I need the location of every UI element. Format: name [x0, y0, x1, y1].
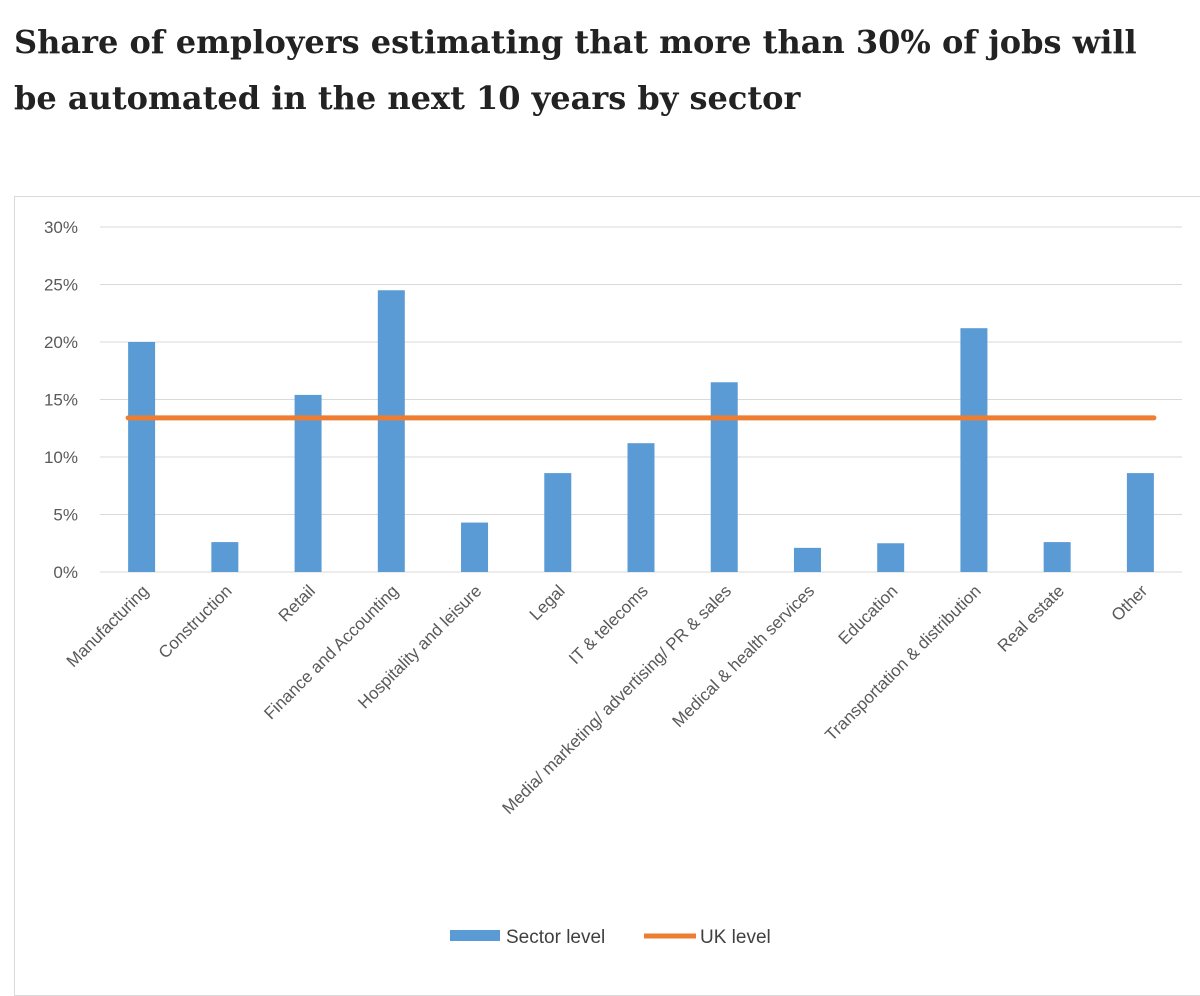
x-category-label: Education [835, 581, 902, 648]
bar-retail [294, 394, 322, 572]
y-tick-label: 10% [44, 448, 78, 467]
y-tick-label: 15% [44, 391, 78, 410]
bar-other [1126, 473, 1154, 572]
bar-chart: 0% 5% 10% 15% 20% 25% 30% Manufacturing Constru… [44, 218, 1182, 948]
legend-label-uk-level: UK level [700, 927, 771, 948]
bar-education [877, 543, 905, 572]
x-category-label: Manufacturing [63, 581, 153, 671]
x-category-label: Construction [155, 581, 236, 662]
bar-real-estate [1043, 542, 1071, 572]
x-category-label: Medical & health services [669, 581, 819, 731]
x-category-label: Real estate [994, 581, 1068, 655]
bars [128, 290, 1154, 572]
bar-medical-health-services [793, 547, 821, 572]
x-category-label: Transportation & distribution [821, 581, 984, 744]
bar-construction [211, 542, 239, 572]
bar-media-marketing-advertising-pr-sales [710, 382, 738, 572]
y-tick-label: 0% [53, 563, 78, 582]
bar-hospitality-and-leisure [461, 522, 489, 572]
x-category-label: IT & telecoms [565, 581, 652, 668]
y-tick-label: 30% [44, 218, 78, 237]
x-category-label: Legal [526, 581, 569, 624]
x-category-label: Finance and Accounting [260, 581, 402, 723]
bar-manufacturing [128, 342, 156, 572]
x-category-label: Other [1108, 581, 1152, 625]
legend-swatch-sector-level [450, 930, 500, 941]
bar-finance-and-accounting [377, 290, 405, 572]
bar-legal [544, 473, 572, 572]
y-tick-label: 5% [53, 506, 78, 525]
legend: Sector level UK level [450, 927, 771, 948]
page-title: Share of employers estimating that more … [14, 23, 1137, 117]
y-tick-label: 25% [44, 276, 78, 295]
y-tick-label: 20% [44, 333, 78, 352]
y-axis-tick-labels: 0% 5% 10% 15% 20% 25% 30% [44, 218, 78, 582]
bar-it-telecoms [627, 443, 655, 572]
x-category-label: Retail [275, 581, 319, 625]
bar-transportation-distribution [960, 328, 988, 572]
legend-label-sector-level: Sector level [506, 927, 605, 948]
